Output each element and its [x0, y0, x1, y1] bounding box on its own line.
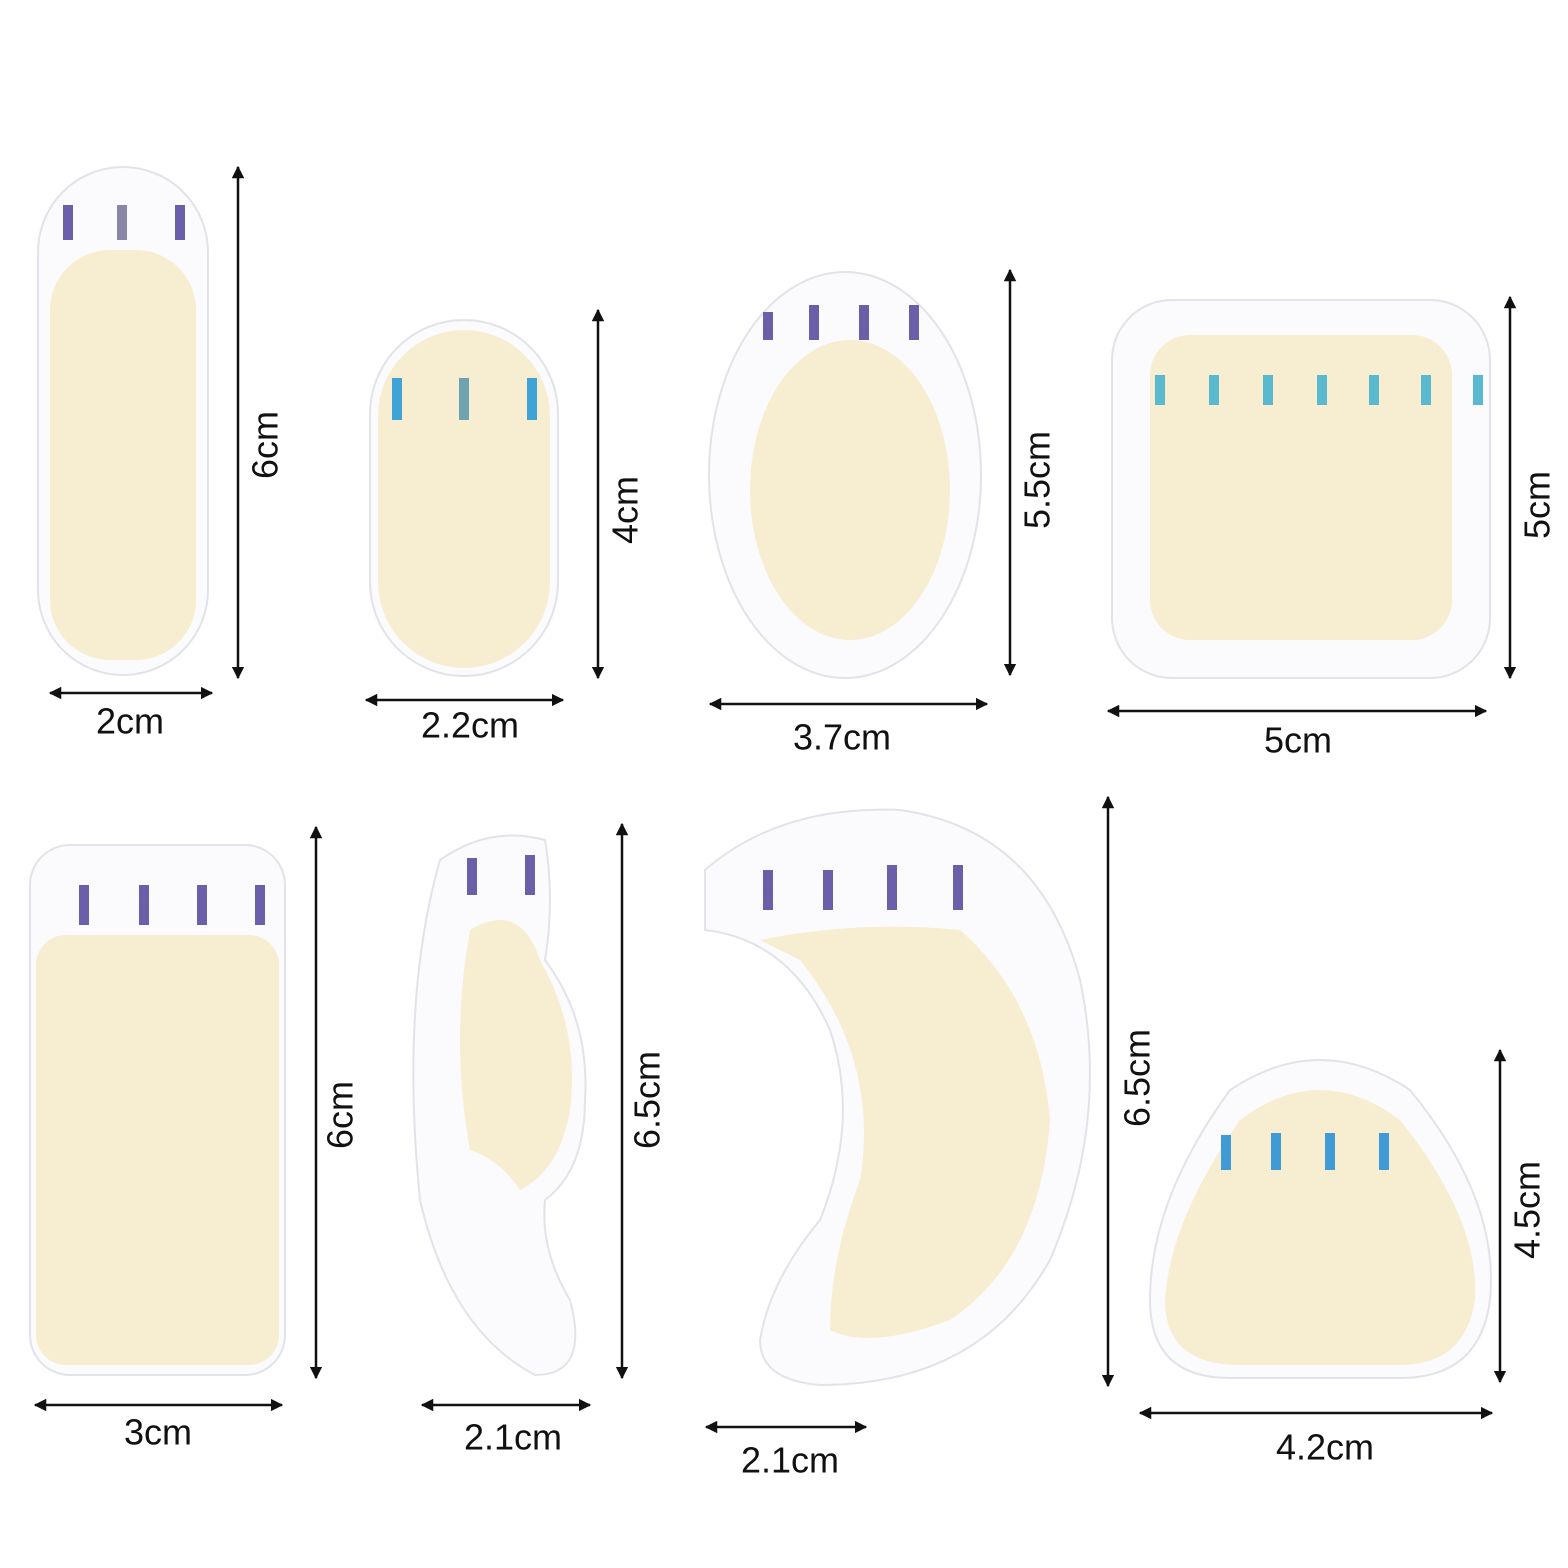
height-label: 6.5cm [627, 1051, 668, 1149]
width-label: 3cm [124, 1412, 192, 1453]
height-label: 6cm [245, 411, 286, 479]
height-label: 4.5cm [1507, 1161, 1548, 1259]
patch-1: 6cm 2cm [37, 165, 286, 742]
patch-7: 6.5cm 2.1cm [704, 795, 1158, 1481]
patch-4: 5cm 5cm [1106, 295, 1558, 761]
height-label: 5cm [1517, 471, 1558, 539]
width-label: 2.2cm [421, 705, 519, 746]
patch-3: 5.5cm 3.7cm [708, 268, 1058, 758]
width-label: 2.1cm [741, 1440, 839, 1481]
height-label: 4cm [605, 476, 646, 544]
width-label: 5cm [1264, 720, 1332, 761]
height-label: 6.5cm [1117, 1029, 1158, 1127]
patch-5: 6cm 3cm [29, 825, 361, 1453]
width-label: 3.7cm [793, 717, 891, 758]
patch-6: 6.5cm 2.1cm [412, 822, 668, 1458]
width-label: 4.2cm [1276, 1427, 1374, 1468]
width-label: 2.1cm [464, 1417, 562, 1458]
width-label: 2cm [96, 701, 164, 742]
patch-8: 4.5cm 4.2cm [1138, 1048, 1548, 1468]
patch-2: 4cm 2.2cm [364, 308, 646, 746]
height-label: 6cm [320, 1081, 361, 1149]
height-label: 5.5cm [1017, 431, 1058, 529]
